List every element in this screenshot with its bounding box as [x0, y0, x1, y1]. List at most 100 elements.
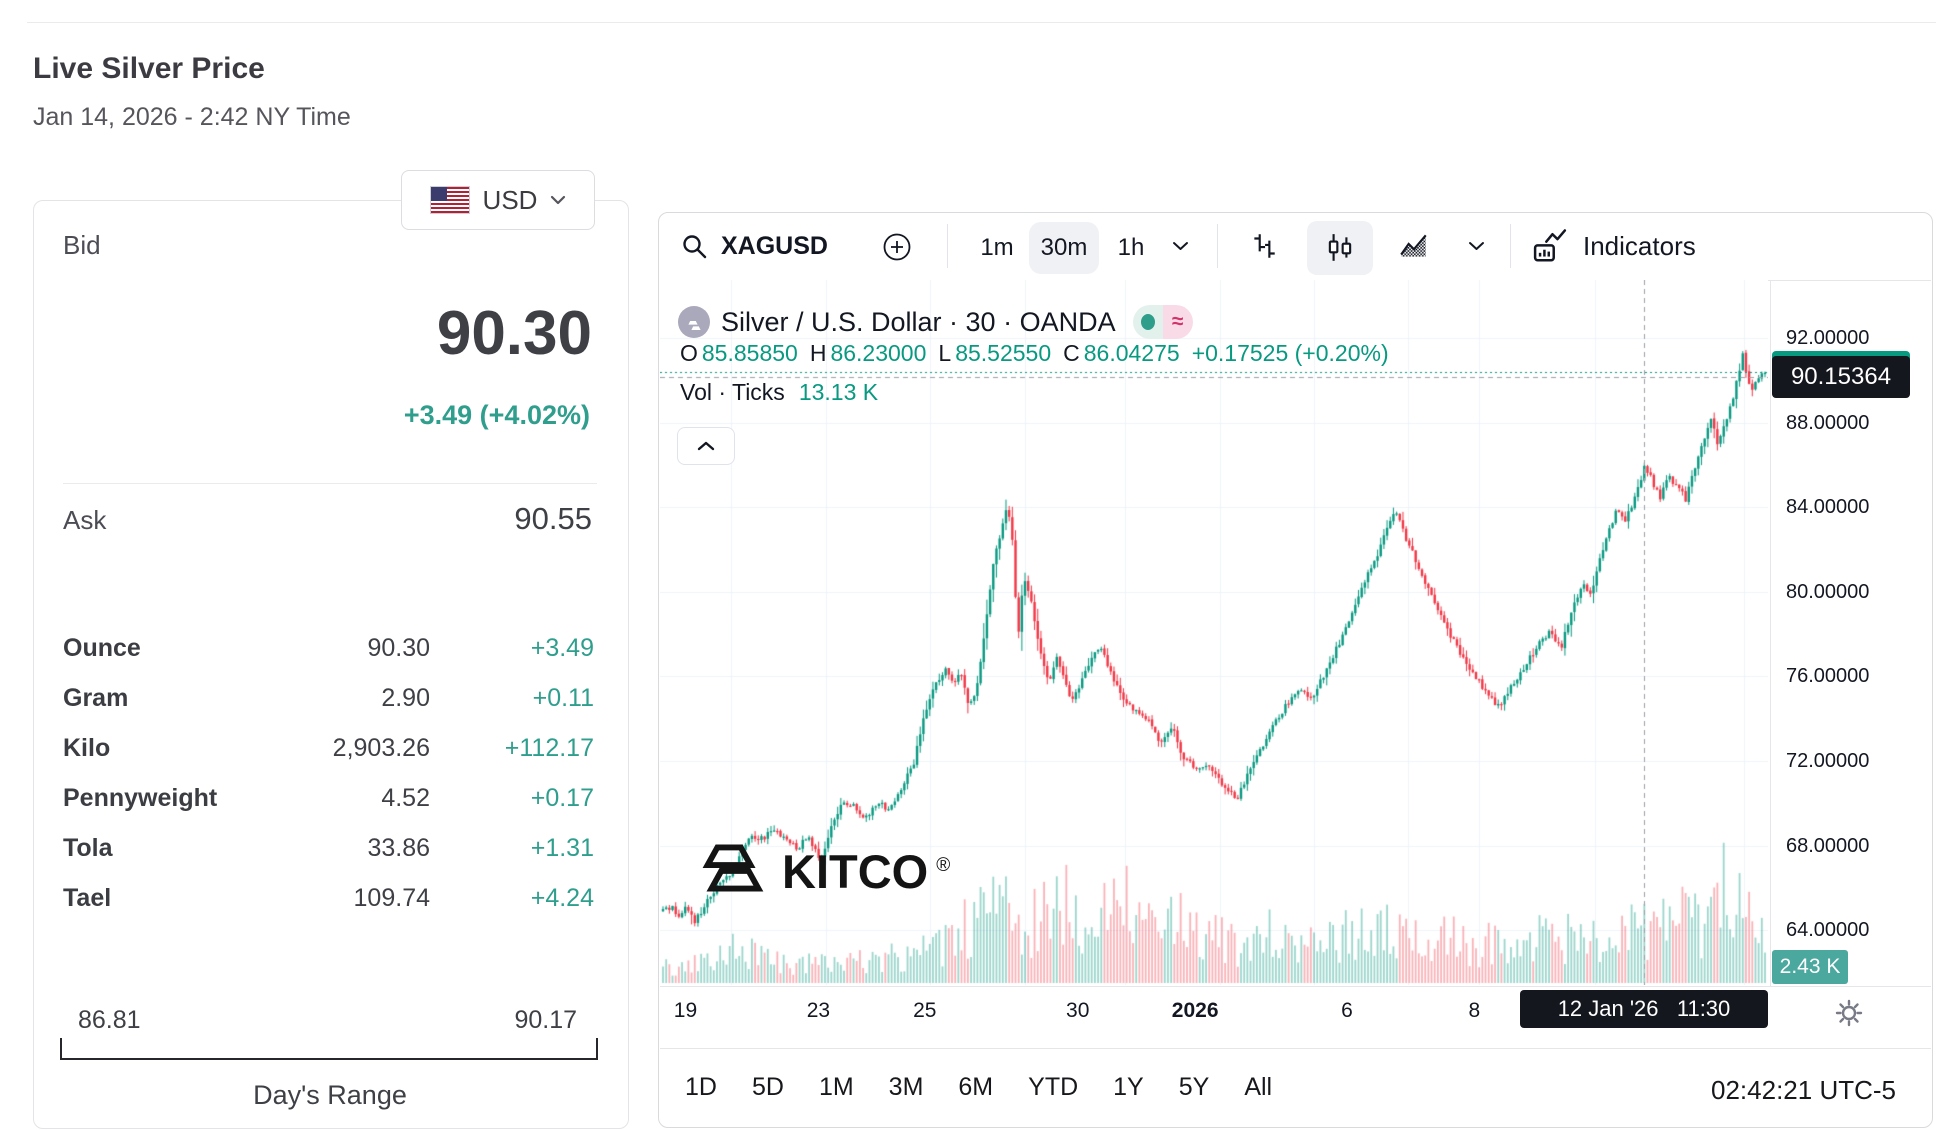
market-status-pill[interactable]: ≈: [1132, 305, 1193, 339]
ohlc-change: +0.17525 (+0.20%): [1191, 339, 1389, 366]
volume-label: Vol · Ticks: [680, 378, 785, 405]
range-button-1D[interactable]: 1D: [685, 1072, 717, 1101]
card-divider: [63, 483, 597, 484]
bid-label: Bid: [63, 230, 101, 260]
unit-row: Gram 2.90 +0.11: [0, 684, 628, 714]
toolbar-group-divider: [947, 224, 948, 268]
unit-row: Tola 33.86 +1.31: [0, 834, 628, 864]
bid-price: 90.30: [436, 299, 592, 368]
range-button-1M[interactable]: 1M: [818, 1072, 854, 1101]
time-axis-border: [660, 986, 1931, 987]
time-axis[interactable]: 19 23 25 30 2026 6 8: [660, 992, 1770, 1030]
time-axis-label: 23: [806, 999, 831, 1022]
chevron-down-icon: [1468, 242, 1484, 250]
ohlc-key: C: [1063, 339, 1080, 366]
time-axis-label: 6: [1341, 999, 1353, 1022]
interval-button-30m[interactable]: 30m: [1029, 222, 1099, 274]
toolbar-group-divider: [1510, 224, 1511, 268]
chart-footer: 1D 5D 1M 3M 6M YTD 1Y 5Y All: [672, 1049, 1285, 1125]
plus-circle-icon: [883, 233, 911, 261]
volume-row: Vol · Ticks 13.13 K: [680, 378, 879, 405]
symbol-search-button[interactable]: XAGUSD: [671, 219, 851, 273]
chart-type-menu-chevron[interactable]: [1461, 231, 1491, 261]
volume-value: 13.13 K: [798, 378, 879, 405]
kitco-logo-icon: [702, 844, 764, 892]
bid-change: +3.49 (+4.02%): [403, 400, 590, 430]
unit-value: 109.74: [353, 884, 430, 912]
unit-label: Gram: [63, 684, 129, 712]
currency-selector[interactable]: USD: [401, 170, 595, 230]
currency-label: USD: [482, 184, 538, 215]
unit-value: 4.52: [381, 784, 430, 812]
unit-row: Tael 109.74 +4.24: [0, 884, 628, 914]
symbol-legend[interactable]: Silver / U.S. Dollar · 30 · OANDA ≈: [678, 305, 1193, 339]
symbol-search-label: XAGUSD: [721, 231, 828, 260]
range-button-6M[interactable]: 6M: [958, 1072, 994, 1101]
ohlc-value: 85.52550: [955, 339, 1052, 366]
indicators-label: Indicators: [1583, 230, 1696, 261]
volume-badge: 2.43 K: [1772, 950, 1848, 984]
chevron-up-icon: [697, 441, 715, 451]
search-icon: [683, 234, 707, 258]
range-button-5Y[interactable]: 5Y: [1178, 1072, 1210, 1101]
unit-value: 90.30: [367, 634, 430, 662]
range-button-3M[interactable]: 3M: [888, 1072, 924, 1101]
ohlc-value: 86.23000: [830, 339, 927, 366]
axis-settings-gear-icon[interactable]: [1834, 998, 1864, 1028]
price-axis[interactable]: 92.00000 88.00000 84.00000 80.00000 76.00000…: [1770, 280, 1931, 985]
compare-button[interactable]: [875, 225, 919, 269]
days-range-label: Day's Range: [253, 1080, 407, 1110]
time-axis-label: 19: [673, 999, 698, 1022]
quote-card: [33, 200, 629, 1129]
chart-type-candles-button[interactable]: [1307, 221, 1373, 275]
unit-label: Kilo: [63, 734, 111, 762]
unit-row: Kilo 2,903.26 +112.17: [0, 734, 628, 764]
chart-toolbar: XAGUSD 1m 30m 1h: [659, 213, 1930, 279]
unit-change: +3.49: [530, 634, 594, 662]
ohlc-value: 85.85850: [701, 339, 798, 366]
unit-change: +0.17: [530, 784, 594, 812]
range-button-5D[interactable]: 5D: [751, 1072, 784, 1101]
time-axis-label: 25: [913, 999, 937, 1022]
chevron-down-icon: [1172, 242, 1188, 250]
unit-row: Ounce 90.30 +3.49: [0, 634, 628, 664]
unit-value: 2.90: [381, 684, 430, 712]
unit-change: +112.17: [504, 734, 594, 762]
crosshair-price-badge: 90.15364: [1772, 356, 1910, 398]
registered-mark: ®: [936, 855, 951, 876]
bars-icon: [1254, 234, 1275, 258]
days-range-low: 86.81: [78, 1006, 141, 1034]
us-flag-icon: [429, 186, 470, 214]
days-range-high: 90.17: [514, 1006, 577, 1034]
chart-type-bars-button[interactable]: [1239, 221, 1289, 271]
ohlc-key: H: [809, 339, 827, 366]
footer-clock: 02:42:21 UTC-5: [1711, 1075, 1896, 1105]
top-divider: [27, 22, 1936, 23]
time-axis-label: 2026: [1171, 999, 1219, 1022]
instrument-title: Silver / U.S. Dollar · 30 · OANDA: [721, 306, 1116, 337]
time-axis-label: 30: [1066, 999, 1090, 1022]
collapse-legend-button[interactable]: [677, 427, 735, 465]
price-axis-label: 92.00000: [1786, 327, 1870, 349]
indicators-button[interactable]: Indicators: [1531, 219, 1696, 273]
range-button-1Y[interactable]: 1Y: [1113, 1072, 1144, 1101]
kitco-watermark: KITCO ®: [690, 842, 951, 895]
delayed-data-icon: ≈: [1162, 305, 1193, 339]
interval-menu-chevron[interactable]: [1165, 231, 1195, 261]
chart-type-area-button[interactable]: [1389, 221, 1439, 271]
price-chart-canvas[interactable]: [660, 280, 1768, 985]
interval-button-1h[interactable]: 1h: [1117, 234, 1145, 261]
range-button-YTD[interactable]: YTD: [1028, 1072, 1079, 1101]
footer-divider: [660, 1048, 1931, 1049]
ohlc-row: O 85.85850 H 86.23000 L 85.52550 C 86.04275 +0.1…: [680, 339, 1389, 366]
price-axis-border: [1770, 281, 1771, 986]
price-axis-label: 64.00000: [1786, 919, 1870, 942]
price-axis-label: 88.00000: [1786, 411, 1870, 434]
crosshair-time-badge: 12 Jan '26 11:30: [1520, 990, 1768, 1028]
ask-label: Ask: [63, 505, 107, 535]
instrument-icon: [678, 306, 710, 338]
range-button-All[interactable]: All: [1244, 1072, 1273, 1101]
days-range-bar: [60, 1038, 598, 1060]
interval-button-1m[interactable]: 1m: [980, 234, 1014, 261]
